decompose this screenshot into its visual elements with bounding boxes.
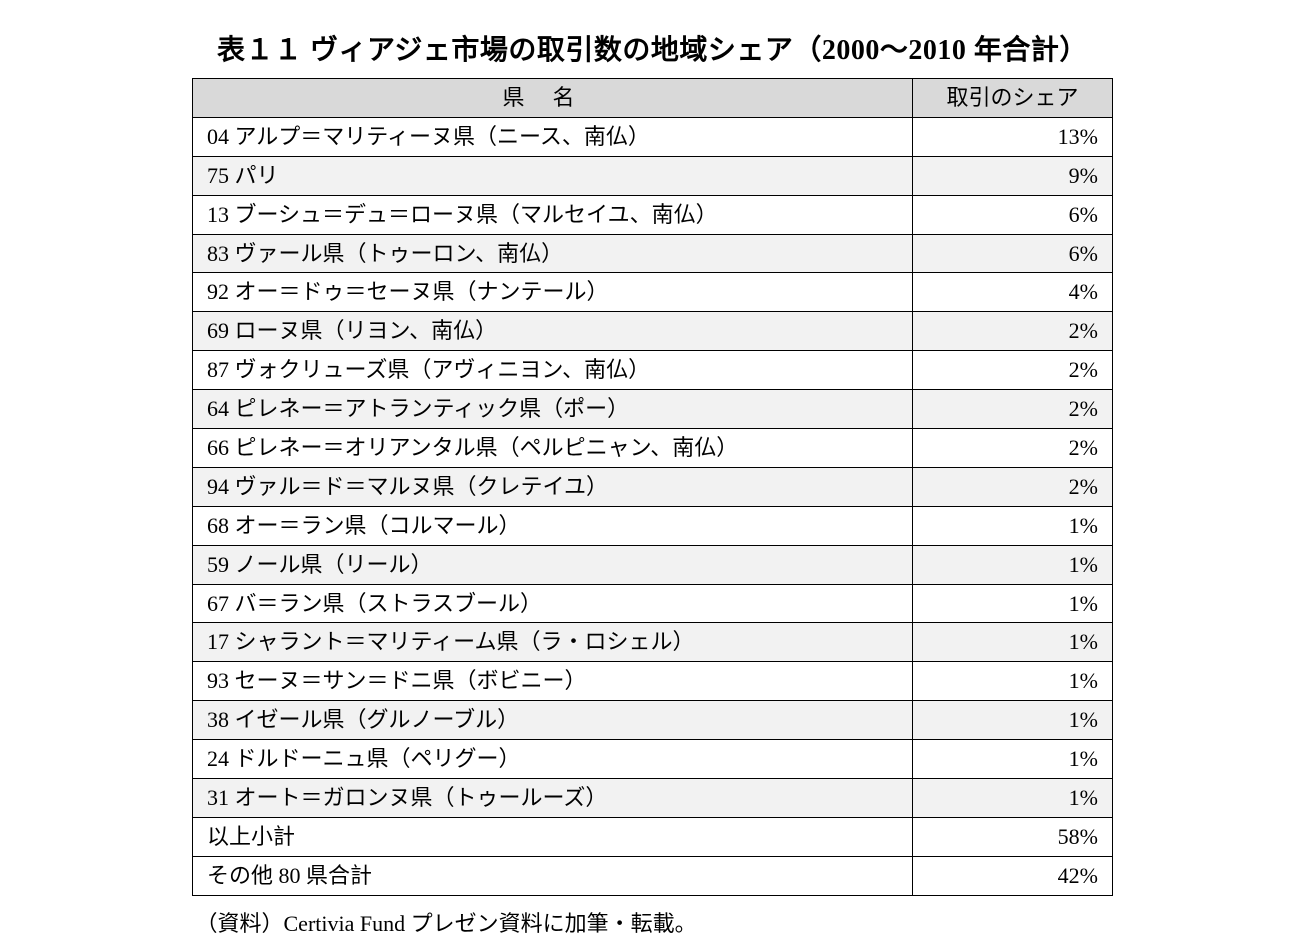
cell-prefecture-name: 92 オー＝ドゥ＝セーヌ県（ナンテール） — [193, 273, 913, 312]
table-row: 38 イゼール県（グルノーブル）1% — [193, 701, 1113, 740]
cell-prefecture-name: 69 ローヌ県（リヨン、南仏） — [193, 312, 913, 351]
table-container: 県名 取引のシェア 04 アルプ＝マリティーヌ県（ニース、南仏）13%75 パリ… — [0, 78, 1305, 896]
table-row: 67 バ＝ラン県（ストラスブール）1% — [193, 584, 1113, 623]
table-row: 04 アルプ＝マリティーヌ県（ニース、南仏）13% — [193, 117, 1113, 156]
cell-share-value: 6% — [913, 234, 1113, 273]
table-row: 64 ピレネー＝アトランティック県（ポー）2% — [193, 390, 1113, 429]
cell-prefecture-name: 83 ヴァール県（トゥーロン、南仏） — [193, 234, 913, 273]
cell-prefecture-name: 38 イゼール県（グルノーブル） — [193, 701, 913, 740]
table-row: 13 ブーシュ＝デュ＝ローヌ県（マルセイユ、南仏）6% — [193, 195, 1113, 234]
table-row: 以上小計58% — [193, 817, 1113, 856]
cell-share-value: 1% — [913, 779, 1113, 818]
page: 表１１ ヴィアジェ市場の取引数の地域シェア（2000～2010 年合計） 県名 … — [0, 0, 1305, 890]
table-row: 94 ヴァル＝ド＝マルヌ県（クレテイユ）2% — [193, 467, 1113, 506]
cell-prefecture-name: 13 ブーシュ＝デュ＝ローヌ県（マルセイユ、南仏） — [193, 195, 913, 234]
cell-share-value: 9% — [913, 156, 1113, 195]
cell-share-value: 42% — [913, 856, 1113, 895]
cell-prefecture-name: 75 パリ — [193, 156, 913, 195]
cell-prefecture-name: 87 ヴォクリューズ県（アヴィニヨン、南仏） — [193, 351, 913, 390]
cell-share-value: 1% — [913, 701, 1113, 740]
share-table: 県名 取引のシェア 04 アルプ＝マリティーヌ県（ニース、南仏）13%75 パリ… — [192, 78, 1113, 896]
cell-share-value: 6% — [913, 195, 1113, 234]
cell-share-value: 2% — [913, 429, 1113, 468]
cell-prefecture-name: 68 オー＝ラン県（コルマール） — [193, 506, 913, 545]
cell-prefecture-name: 66 ピレネー＝オリアンタル県（ペルピニャン、南仏） — [193, 429, 913, 468]
table-row: 92 オー＝ドゥ＝セーヌ県（ナンテール）4% — [193, 273, 1113, 312]
table-row: 87 ヴォクリューズ県（アヴィニヨン、南仏）2% — [193, 351, 1113, 390]
table-row: 59 ノール県（リール）1% — [193, 545, 1113, 584]
table-row: その他 80 県合計42% — [193, 856, 1113, 895]
cell-share-value: 2% — [913, 467, 1113, 506]
cell-prefecture-name: 64 ピレネー＝アトランティック県（ポー） — [193, 390, 913, 429]
cell-prefecture-name: 17 シャラント＝マリティーム県（ラ・ロシェル） — [193, 623, 913, 662]
table-row: 75 パリ9% — [193, 156, 1113, 195]
cell-prefecture-name: 24 ドルドーニュ県（ペリグー） — [193, 740, 913, 779]
cell-prefecture-name: 67 バ＝ラン県（ストラスブール） — [193, 584, 913, 623]
table-row: 24 ドルドーニュ県（ペリグー）1% — [193, 740, 1113, 779]
cell-share-value: 58% — [913, 817, 1113, 856]
source-note: （資料）Certivia Fund プレゼン資料に加筆・転載。 — [190, 906, 1116, 938]
cell-prefecture-name: 以上小計 — [193, 817, 913, 856]
table-row: 69 ローヌ県（リヨン、南仏）2% — [193, 312, 1113, 351]
cell-share-value: 2% — [913, 351, 1113, 390]
cell-prefecture-name: 93 セーヌ＝サン＝ドニ県（ボビニー） — [193, 662, 913, 701]
cell-prefecture-name: 59 ノール県（リール） — [193, 545, 913, 584]
cell-prefecture-name: 94 ヴァル＝ド＝マルヌ県（クレテイユ） — [193, 467, 913, 506]
cell-share-value: 4% — [913, 273, 1113, 312]
table-row: 93 セーヌ＝サン＝ドニ県（ボビニー）1% — [193, 662, 1113, 701]
cell-share-value: 1% — [913, 584, 1113, 623]
table-row: 31 オート＝ガロンヌ県（トゥールーズ）1% — [193, 779, 1113, 818]
cell-prefecture-name: その他 80 県合計 — [193, 856, 913, 895]
table-row: 66 ピレネー＝オリアンタル県（ペルピニャン、南仏）2% — [193, 429, 1113, 468]
cell-share-value: 2% — [913, 312, 1113, 351]
cell-share-value: 13% — [913, 117, 1113, 156]
cell-share-value: 2% — [913, 390, 1113, 429]
cell-share-value: 1% — [913, 662, 1113, 701]
cell-prefecture-name: 04 アルプ＝マリティーヌ県（ニース、南仏） — [193, 117, 913, 156]
table-title: 表１１ ヴィアジェ市場の取引数の地域シェア（2000～2010 年合計） — [0, 28, 1305, 68]
column-header-share: 取引のシェア — [913, 79, 1113, 118]
cell-share-value: 1% — [913, 506, 1113, 545]
column-header-name: 県名 — [193, 79, 913, 118]
table-row: 68 オー＝ラン県（コルマール）1% — [193, 506, 1113, 545]
cell-share-value: 1% — [913, 545, 1113, 584]
table-header-row: 県名 取引のシェア — [193, 79, 1113, 118]
table-row: 17 シャラント＝マリティーム県（ラ・ロシェル）1% — [193, 623, 1113, 662]
table-row: 83 ヴァール県（トゥーロン、南仏）6% — [193, 234, 1113, 273]
cell-share-value: 1% — [913, 623, 1113, 662]
table-body: 04 アルプ＝マリティーヌ県（ニース、南仏）13%75 パリ9%13 ブーシュ＝… — [193, 117, 1113, 895]
cell-prefecture-name: 31 オート＝ガロンヌ県（トゥールーズ） — [193, 779, 913, 818]
cell-share-value: 1% — [913, 740, 1113, 779]
